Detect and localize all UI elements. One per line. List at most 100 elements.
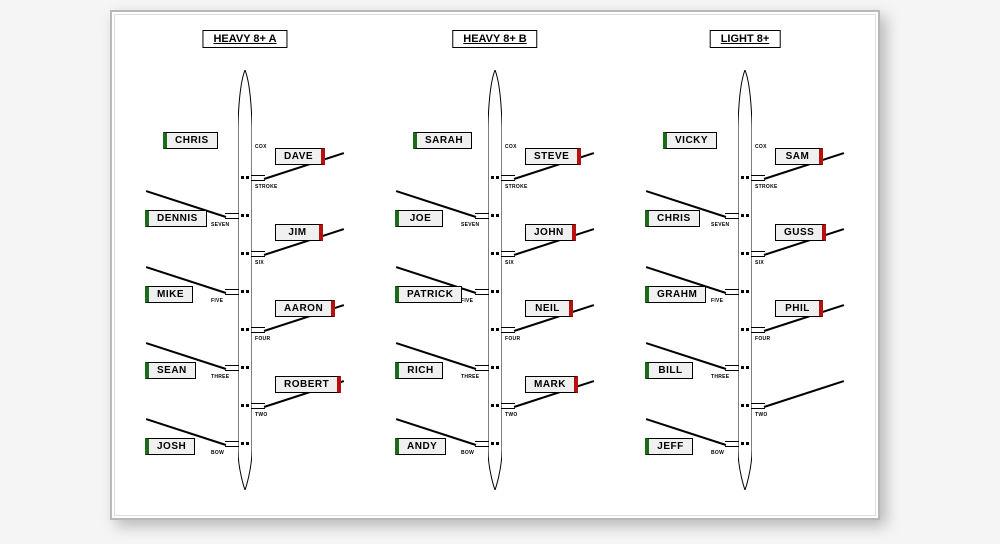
rower-card[interactable]: ROBERT: [275, 376, 341, 393]
seat-station-icon: [740, 326, 750, 334]
seat-station-icon: [240, 364, 250, 372]
rower-card[interactable]: RICH: [395, 362, 443, 379]
seat-label: SIX: [255, 260, 264, 266]
seat-label: THREE: [711, 374, 729, 380]
boats-row: HEAVY 8+ A CHRIS COX STROKE DAVE SEVEN DENNIS…: [112, 12, 878, 518]
seat-station-icon: [490, 326, 500, 334]
boat-1: HEAVY 8+ B SARAH COX STROKE STEVE SEVEN JOE SI…: [375, 30, 615, 500]
rower-card[interactable]: CHRIS: [645, 210, 700, 227]
seat-label: STROKE: [255, 184, 278, 190]
rigger-icon: [475, 441, 489, 447]
whiteboard: HEAVY 8+ A CHRIS COX STROKE DAVE SEVEN DENNIS…: [110, 10, 880, 520]
rigger-icon: [725, 441, 739, 447]
seat-station-icon: [490, 250, 500, 258]
rower-card[interactable]: JOSH: [145, 438, 195, 455]
rower-card[interactable]: MIKE: [145, 286, 193, 303]
seat-station-icon: [490, 364, 500, 372]
cox-card[interactable]: VICKY: [663, 132, 717, 149]
rigger-icon: [225, 365, 239, 371]
rigger-icon: [475, 289, 489, 295]
seat-station-icon: [240, 174, 250, 182]
rower-card[interactable]: GRAHM: [645, 286, 706, 303]
rigger-icon: [725, 213, 739, 219]
seat-station-icon: [240, 288, 250, 296]
seat-station-icon: [740, 440, 750, 448]
seat-station-icon: [490, 174, 500, 182]
seat-label: TWO: [505, 412, 518, 418]
rower-card[interactable]: SEAN: [145, 362, 196, 379]
rower-card[interactable]: JOE: [395, 210, 443, 227]
seat-station-icon: [740, 250, 750, 258]
seat-station-icon: [240, 212, 250, 220]
seat-label: SEVEN: [461, 222, 479, 228]
rower-card[interactable]: STEVE: [525, 148, 581, 165]
seat-station-icon: [740, 174, 750, 182]
rower-card[interactable]: PHIL: [775, 300, 823, 317]
hull-icon: [238, 70, 252, 495]
seat-label: THREE: [211, 374, 229, 380]
rower-card[interactable]: JIM: [275, 224, 323, 241]
seat-station-icon: [240, 250, 250, 258]
rower-card[interactable]: SAM: [775, 148, 823, 165]
seat-station-icon: [240, 402, 250, 410]
rower-card[interactable]: JEFF: [645, 438, 693, 455]
rower-card[interactable]: DAVE: [275, 148, 325, 165]
cox-card[interactable]: SARAH: [413, 132, 472, 149]
seat-label: FIVE: [711, 298, 723, 304]
seat-label: TWO: [755, 412, 768, 418]
seat-label-cox: COX: [255, 144, 267, 150]
seat-label-cox: COX: [505, 144, 517, 150]
rower-card[interactable]: DENNIS: [145, 210, 207, 227]
seat-label: SEVEN: [711, 222, 729, 228]
seat-label: FOUR: [755, 336, 770, 342]
rigger-icon: [725, 365, 739, 371]
rower-card[interactable]: MARK: [525, 376, 578, 393]
seat-label: FIVE: [211, 298, 223, 304]
rower-card[interactable]: AARON: [275, 300, 335, 317]
oar-icon: [764, 380, 845, 408]
rigger-icon: [225, 441, 239, 447]
seat-station-icon: [490, 212, 500, 220]
rigger-icon: [725, 289, 739, 295]
seat-label: FOUR: [255, 336, 270, 342]
seat-station-icon: [490, 440, 500, 448]
seat-label: TWO: [255, 412, 268, 418]
seat-label-cox: COX: [755, 144, 767, 150]
seat-station-icon: [490, 402, 500, 410]
seat-label: THREE: [461, 374, 479, 380]
rigger-icon: [475, 365, 489, 371]
seat-label: FIVE: [461, 298, 473, 304]
seat-station-icon: [490, 288, 500, 296]
seat-label: STROKE: [505, 184, 528, 190]
seat-station-icon: [240, 326, 250, 334]
hull-icon: [488, 70, 502, 495]
rower-card[interactable]: NEIL: [525, 300, 573, 317]
seat-station-icon: [240, 440, 250, 448]
rower-card[interactable]: JOHN: [525, 224, 576, 241]
rower-card[interactable]: GUSS: [775, 224, 826, 241]
seat-label: BOW: [461, 450, 474, 456]
seat-station-icon: [740, 212, 750, 220]
seat-station-icon: [740, 402, 750, 410]
seat-label: BOW: [211, 450, 224, 456]
boat-2: LIGHT 8+ VICKY COX STROKE SAM SEVEN CHRIS SIX G…: [625, 30, 865, 500]
rigger-icon: [225, 213, 239, 219]
seat-label: SEVEN: [211, 222, 229, 228]
seat-label: SIX: [505, 260, 514, 266]
rigger-icon: [225, 289, 239, 295]
boat-title: LIGHT 8+: [710, 30, 781, 48]
rower-card[interactable]: BILL: [645, 362, 693, 379]
hull-icon: [738, 70, 752, 495]
rower-card[interactable]: ANDY: [395, 438, 446, 455]
boat-title: HEAVY 8+ B: [452, 30, 537, 48]
seat-label: FOUR: [505, 336, 520, 342]
rigger-icon: [475, 213, 489, 219]
rower-card[interactable]: PATRICK: [395, 286, 462, 303]
seat-label: SIX: [755, 260, 764, 266]
cox-card[interactable]: CHRIS: [163, 132, 218, 149]
boat-title: HEAVY 8+ A: [202, 30, 287, 48]
seat-station-icon: [740, 364, 750, 372]
seat-station-icon: [740, 288, 750, 296]
boat-0: HEAVY 8+ A CHRIS COX STROKE DAVE SEVEN DENNIS…: [125, 30, 365, 500]
seat-label: STROKE: [755, 184, 778, 190]
